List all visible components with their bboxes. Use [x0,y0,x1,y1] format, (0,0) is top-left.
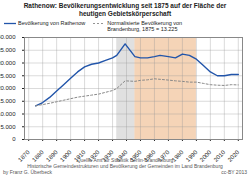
svg-text:1870: 1870 [17,149,31,163]
svg-text:15.000: 15.000 [0,98,16,104]
svg-text:25.000: 25.000 [0,73,16,79]
svg-text:1880: 1880 [31,149,45,163]
svg-text:30.000: 30.000 [0,60,16,66]
svg-text:20.000: 20.000 [0,86,16,92]
svg-text:2020: 2020 [227,149,241,163]
svg-text:40.000: 40.000 [0,35,16,41]
svg-text:1900: 1900 [59,149,73,163]
svg-text:1890: 1890 [45,149,59,163]
svg-text:1990: 1990 [185,149,199,163]
svg-text:10.000: 10.000 [0,111,16,117]
svg-text:0: 0 [12,137,16,143]
svg-text:35.000: 35.000 [0,47,16,53]
svg-text:2010: 2010 [213,149,227,163]
svg-text:2000: 2000 [199,149,213,163]
svg-text:5.000: 5.000 [0,124,16,130]
